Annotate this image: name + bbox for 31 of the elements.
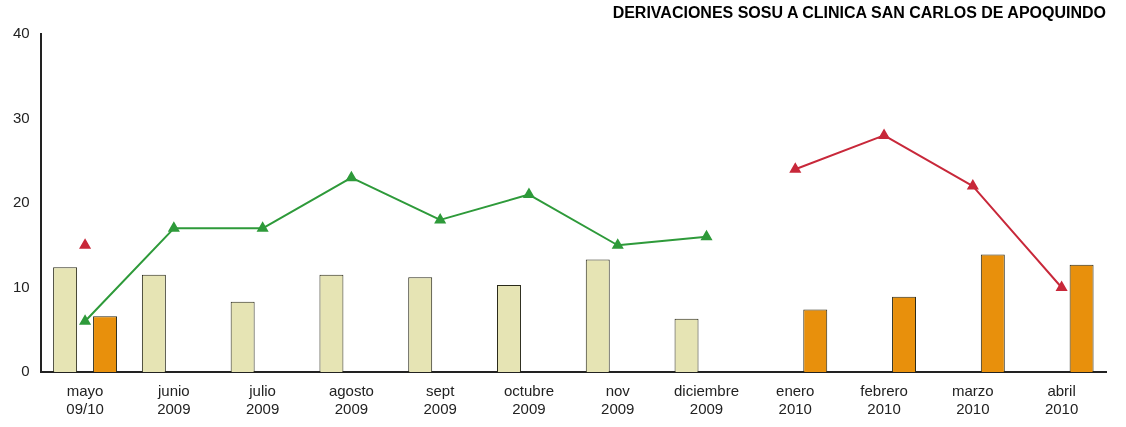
- point: [789, 163, 801, 173]
- point: [79, 315, 91, 325]
- point: [701, 230, 712, 241]
- point: [346, 171, 357, 182]
- x-tick-label: sept 2009: [423, 382, 457, 418]
- point: [612, 239, 624, 249]
- x-tick-label: octubre 2009: [503, 382, 554, 418]
- y-tick-label: 20: [13, 193, 30, 211]
- y-tick-label: 10: [13, 277, 30, 295]
- point: [523, 188, 535, 199]
- y-tick-label: 0: [21, 362, 30, 380]
- point: [79, 239, 91, 249]
- x-tick-label: abril 2010: [1044, 382, 1079, 418]
- x-tick-label: nov 2009: [601, 382, 635, 418]
- point: [1056, 281, 1067, 291]
- chart-title: DERIVACIONES SOSU A CLINICA SAN CARLOS DE APOQUINDO: [611, 3, 1107, 22]
- x-tick-label: junio 2009: [157, 382, 191, 418]
- x-tick-label: mayo 09/10: [66, 382, 104, 418]
- y-tick-label: 40: [13, 24, 30, 42]
- point: [878, 129, 890, 139]
- y-tick-label: 30: [13, 108, 30, 126]
- point: [257, 222, 268, 232]
- x-tick-label: enero 2010: [776, 382, 815, 418]
- point: [168, 222, 180, 232]
- point: [967, 180, 979, 190]
- x-tick-label: marzo 2010: [951, 382, 994, 418]
- x-tick-label: julio 2009: [245, 382, 280, 418]
- point: [434, 213, 446, 224]
- x-tick-label: agosto 2009: [328, 382, 374, 418]
- x-tick-label: febrero 2010: [860, 382, 908, 418]
- x-tick-label: diciembre 2009: [673, 382, 740, 418]
